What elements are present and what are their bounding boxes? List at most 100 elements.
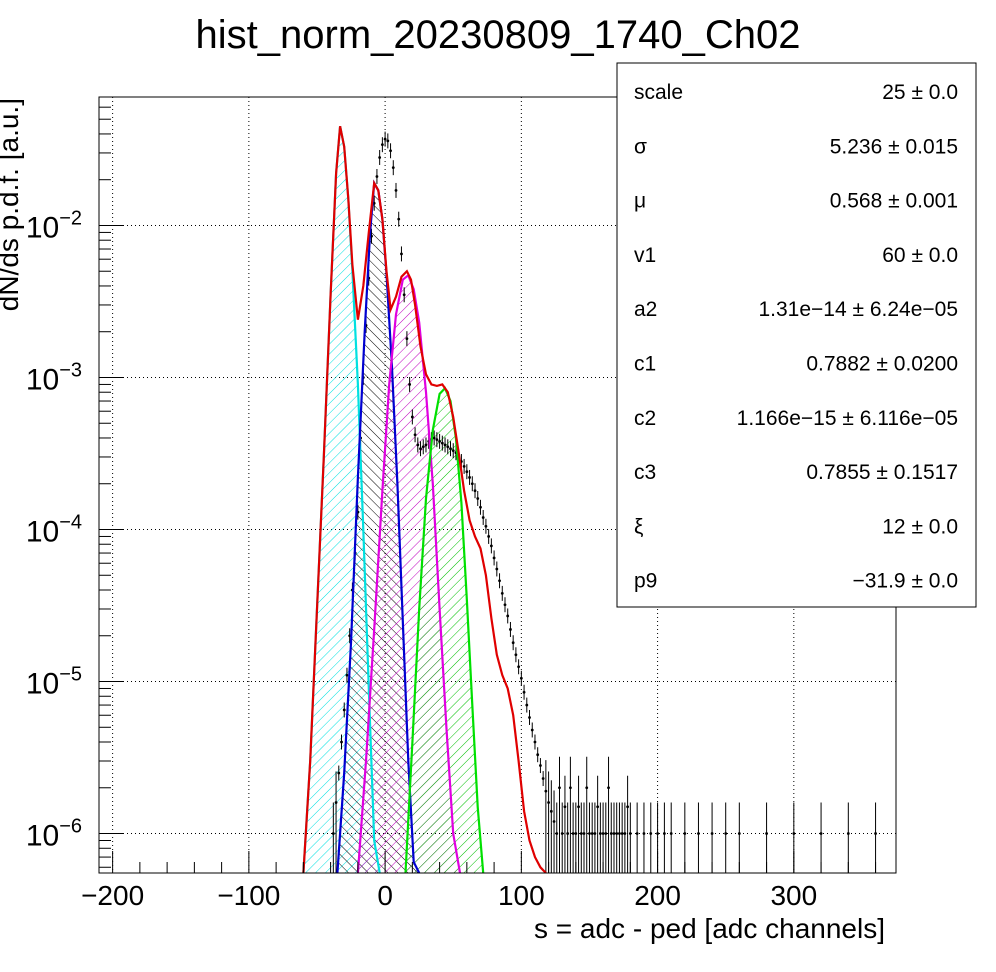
stats-param-value: 0.7855 ± 0.1517 [806, 461, 958, 484]
data-point [517, 665, 521, 669]
data-point [451, 449, 455, 453]
stats-param-value: 0.7882 ± 0.0200 [806, 353, 958, 376]
data-point [620, 832, 624, 835]
data-point [345, 673, 349, 677]
data-point [598, 832, 602, 835]
data-point [440, 441, 444, 445]
stats-param-name: v1 [634, 244, 656, 267]
x-tick-label: 0 [377, 880, 393, 911]
stats-param-value: 0.568 ± 0.001 [830, 190, 958, 213]
data-points [331, 131, 877, 873]
y-axis-label: dN/ds p.d.f. [a.u.] [0, 98, 24, 311]
data-point [432, 436, 436, 440]
stats-param-name: a2 [634, 298, 657, 321]
data-point [487, 535, 491, 538]
fit-curves [302, 125, 547, 873]
data-point [397, 217, 401, 221]
data-point [503, 603, 507, 607]
total-fit-curve [302, 125, 547, 873]
stats-param-value: 1.31e−14 ± 6.24e−05 [758, 298, 958, 321]
data-point [519, 676, 523, 680]
data-point [334, 801, 338, 804]
data-point [340, 740, 343, 744]
data-point [331, 832, 335, 835]
data-point [473, 489, 477, 493]
data-point [446, 445, 450, 449]
data-point [342, 708, 346, 712]
y-tick-label: 10−5 [26, 664, 82, 701]
data-point [413, 433, 417, 437]
data-point [539, 764, 542, 767]
data-point [846, 832, 850, 835]
data-point [525, 703, 529, 707]
data-point [530, 728, 534, 732]
data-point [697, 832, 700, 835]
stats-param-name: p9 [634, 570, 657, 593]
data-point [765, 832, 768, 835]
data-point [635, 832, 639, 835]
data-point [593, 832, 597, 835]
data-point [585, 786, 589, 790]
data-point [500, 591, 504, 595]
data-point [604, 832, 608, 835]
data-point [476, 497, 480, 500]
stats-param-value: 25 ± 0.0 [882, 81, 958, 104]
stats-param-value: 1.166e−15 ± 6.116e−05 [737, 407, 958, 430]
data-point [615, 832, 619, 835]
data-point [792, 832, 796, 835]
data-point [533, 740, 537, 744]
data-point [449, 447, 452, 451]
data-point [590, 832, 594, 835]
data-point [547, 801, 550, 804]
data-point [489, 544, 493, 548]
data-point [386, 139, 390, 143]
data-point [465, 470, 469, 474]
data-point [724, 832, 728, 835]
data-point [710, 832, 714, 835]
data-point [544, 789, 548, 793]
component-fill [405, 388, 484, 873]
data-point [495, 567, 499, 571]
data-point [443, 443, 447, 447]
data-point [588, 832, 591, 835]
data-point [609, 832, 613, 835]
stats-param-name: scale [634, 81, 683, 104]
data-point [618, 832, 621, 835]
data-point [391, 166, 395, 170]
data-point [479, 505, 482, 509]
data-point [628, 832, 632, 835]
x-tick-label: −200 [81, 880, 144, 911]
data-point [419, 447, 422, 451]
stats-param-name: μ [634, 190, 646, 213]
data-point [555, 832, 559, 835]
data-point [579, 832, 583, 835]
x-tick-label: 300 [770, 880, 817, 911]
data-point [541, 777, 545, 780]
data-point [662, 832, 666, 835]
component-fills [303, 126, 484, 873]
x-axis-ticks: −200 −100 0 100 200 300 [81, 851, 877, 911]
data-point [405, 337, 409, 341]
data-point [402, 293, 406, 297]
y-tick-label: 10−3 [26, 359, 82, 396]
data-point [612, 832, 616, 835]
data-point [484, 524, 488, 528]
data-point [626, 805, 630, 809]
data-point [549, 809, 553, 813]
x-tick-label: 200 [634, 880, 681, 911]
data-point [642, 832, 646, 835]
data-point [607, 786, 610, 790]
data-point [468, 476, 471, 479]
data-point [400, 252, 403, 256]
stats-param-name: ξ [634, 515, 643, 538]
y-axis-ticks: 10−6 10−5 10−4 10−3 10−2 [26, 96, 123, 868]
data-point [375, 175, 379, 178]
data-point [511, 641, 515, 645]
data-point [514, 653, 518, 657]
data-point [577, 805, 580, 809]
stats-box-frame [616, 62, 977, 608]
stats-param-name: c1 [634, 353, 656, 376]
stats-box: scale 25 ± 0.0 σ 5.236 ± 0.015 μ 0.568 ± 0.00… [616, 62, 977, 608]
data-point [528, 716, 531, 719]
